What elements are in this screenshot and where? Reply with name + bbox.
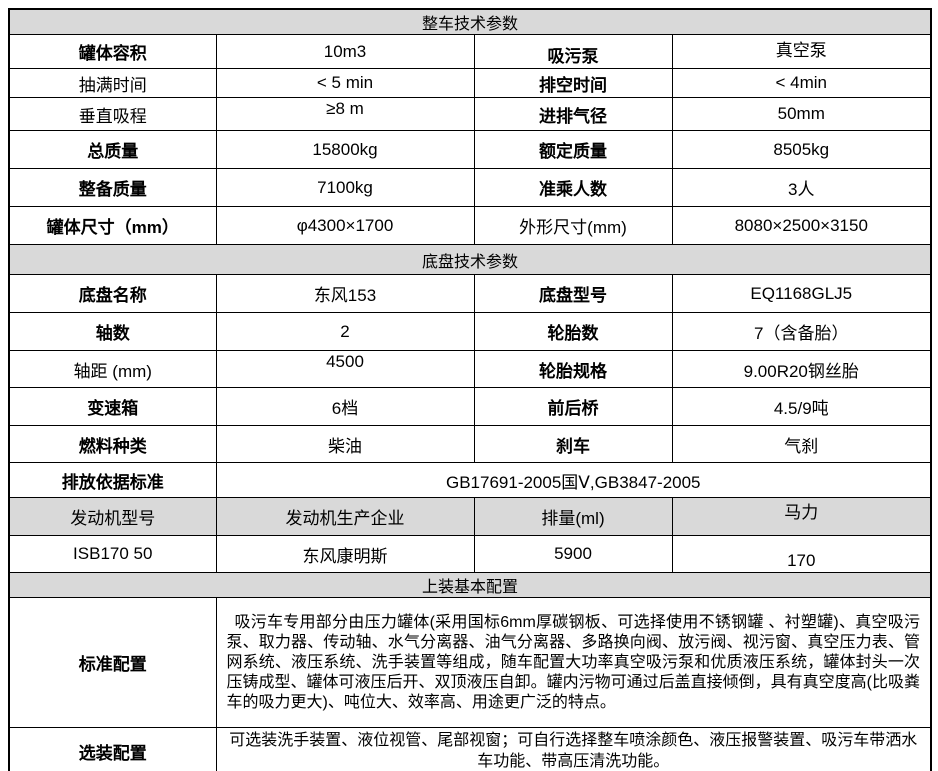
engine-header-cell: 发动机生产企业	[215, 497, 475, 536]
spec-value: 4.5/9吨	[671, 387, 932, 426]
spec-label: 轮胎数	[473, 312, 673, 351]
engine-header-cell: 发动机型号	[8, 497, 217, 536]
section-title-upfit: 上装基本配置	[8, 572, 932, 598]
standard-config-text: 吸污车专用部分由压力罐体(采用国标6mm厚碳钢板、可选择使用不锈钢罐 、衬塑罐)…	[215, 597, 932, 728]
spec-label: 垂直吸程	[8, 97, 217, 131]
spec-label: 整备质量	[8, 168, 217, 207]
spec-label: 进排气径	[473, 97, 673, 131]
engine-header-row: 发动机型号 发动机生产企业 排量(ml) 马力	[8, 497, 932, 536]
engine-values-row: ISB170 50 东风康明斯 5900 170	[8, 535, 932, 573]
table-row: 变速箱 6档 前后桥 4.5/9吨	[8, 387, 932, 426]
spec-value: ISB170 50	[8, 535, 217, 573]
spec-label: 外形尺寸(mm)	[473, 206, 673, 245]
spec-value: < 5 min	[215, 68, 475, 98]
engine-header-cell: 马力	[671, 497, 932, 536]
table-row: 底盘名称 东风153 底盘型号 EQ1168GLJ5	[8, 274, 932, 313]
spec-value: 真空泵	[671, 34, 932, 69]
spec-value: 6档	[215, 387, 475, 426]
table-row: 排放依据标准 GB17691-2005国Ⅴ,GB3847-2005	[8, 462, 932, 498]
engine-header-cell: 排量(ml)	[473, 497, 673, 536]
spec-label: 底盘名称	[8, 274, 217, 313]
table-row: 抽满时间 < 5 min 排空时间 < 4min	[8, 68, 932, 98]
spec-value: φ4300×1700	[215, 206, 475, 245]
spec-label: 底盘型号	[473, 274, 673, 313]
spec-value: 4500	[215, 350, 475, 388]
spec-label: 燃料种类	[8, 425, 217, 463]
spec-label: 排放依据标准	[8, 462, 217, 498]
spec-value: 3人	[671, 168, 932, 207]
table-row: 轴数 2 轮胎数 7（含备胎）	[8, 312, 932, 351]
spec-value: 9.00R20钢丝胎	[671, 350, 932, 388]
section-header-row: 上装基本配置	[8, 572, 932, 598]
spec-value: 8080×2500×3150	[671, 206, 932, 245]
spec-label: 标准配置	[8, 597, 217, 728]
optional-config-text: 可选装洗手装置、液位视管、尾部视窗；可自行选择整车喷涂颜色、液压报警装置、吸污车…	[215, 727, 932, 771]
optional-config-row: 选装配置 可选装洗手装置、液位视管、尾部视窗；可自行选择整车喷涂颜色、液压报警装…	[8, 727, 932, 771]
spec-label: 轴距 (mm)	[8, 350, 217, 388]
section-header-row: 整车技术参数	[8, 8, 932, 35]
table-row: 罐体容积 10m3 吸污泵 真空泵	[8, 34, 932, 69]
spec-label: 罐体容积	[8, 34, 217, 69]
spec-value: 7100kg	[215, 168, 475, 207]
spec-value: 8505kg	[671, 130, 932, 169]
spec-value: 170	[671, 535, 932, 573]
spec-label: 刹车	[473, 425, 673, 463]
spec-label: 变速箱	[8, 387, 217, 426]
spec-value: 东风康明斯	[215, 535, 475, 573]
spec-label: 额定质量	[473, 130, 673, 169]
spec-value: 2	[215, 312, 475, 351]
spec-label: 前后桥	[473, 387, 673, 426]
table-row: 总质量 15800kg 额定质量 8505kg	[8, 130, 932, 169]
spec-value: 东风153	[215, 274, 475, 313]
spec-value: GB17691-2005国Ⅴ,GB3847-2005	[215, 462, 932, 498]
spec-value: 50mm	[671, 97, 932, 131]
spec-label: 排空时间	[473, 68, 673, 98]
spec-label: 吸污泵	[473, 34, 673, 69]
spec-value: 5900	[473, 535, 673, 573]
spec-value: ≥8 m	[215, 97, 475, 131]
table-row: 罐体尺寸（mm） φ4300×1700 外形尺寸(mm) 8080×2500×3…	[8, 206, 932, 245]
section-title-chassis: 底盘技术参数	[8, 244, 932, 275]
table-row: 垂直吸程 ≥8 m 进排气径 50mm	[8, 97, 932, 131]
section-header-row: 底盘技术参数	[8, 244, 932, 275]
spec-value: 气刹	[671, 425, 932, 463]
spec-value: 10m3	[215, 34, 475, 69]
spec-table: 整车技术参数 罐体容积 10m3 吸污泵 真空泵 抽满时间 < 5 min 排空…	[8, 8, 933, 771]
standard-config-row: 标准配置 吸污车专用部分由压力罐体(采用国标6mm厚碳钢板、可选择使用不锈钢罐 …	[8, 597, 932, 728]
spec-value: < 4min	[671, 68, 932, 98]
spec-label: 轮胎规格	[473, 350, 673, 388]
spec-label: 轴数	[8, 312, 217, 351]
table-row: 燃料种类 柴油 刹车 气刹	[8, 425, 932, 463]
spec-value: 15800kg	[215, 130, 475, 169]
spec-value: 7（含备胎）	[671, 312, 932, 351]
spec-label: 抽满时间	[8, 68, 217, 98]
section-title-vehicle: 整车技术参数	[8, 8, 932, 35]
spec-label: 总质量	[8, 130, 217, 169]
spec-value: EQ1168GLJ5	[671, 274, 932, 313]
table-row: 整备质量 7100kg 准乘人数 3人	[8, 168, 932, 207]
spec-label: 罐体尺寸（mm）	[8, 206, 217, 245]
spec-label: 准乘人数	[473, 168, 673, 207]
spec-label: 选装配置	[8, 727, 217, 771]
table-row: 轴距 (mm) 4500 轮胎规格 9.00R20钢丝胎	[8, 350, 932, 388]
spec-value: 柴油	[215, 425, 475, 463]
